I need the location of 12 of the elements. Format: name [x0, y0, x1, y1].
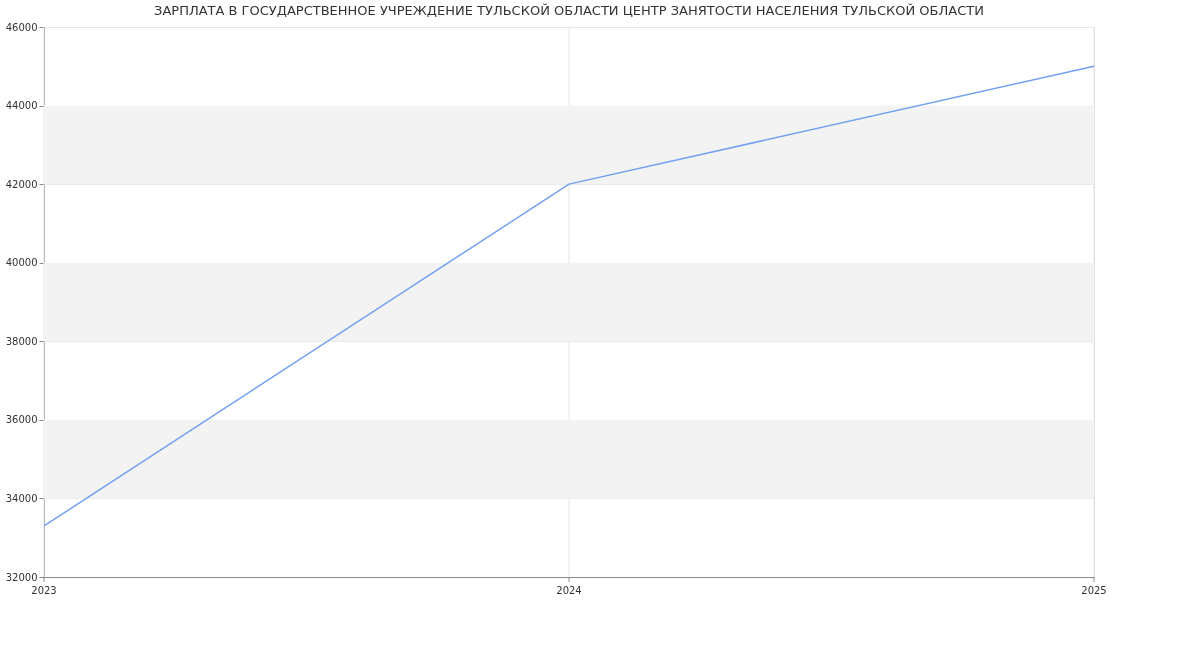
chart-title: ЗАРПЛАТА В ГОСУДАРСТВЕННОЕ УЧРЕЖДЕНИЕ ТУЛЬСКОЙ ОБЛАСТИ ЦЕНТР ЗАНЯТОСТИ НАСЕЛЕНИЯ ТУЛЬСКОЙ ОБЛАСТИ [154, 3, 984, 18]
y-tick-label: 38000 [5, 335, 38, 347]
y-tick-label: 36000 [5, 414, 38, 426]
y-tick-label: 32000 [5, 571, 38, 583]
y-tick-label: 42000 [5, 178, 38, 190]
y-tick-label: 40000 [5, 257, 38, 269]
x-tick-label: 2025 [1081, 585, 1107, 596]
x-tick-label: 2024 [556, 585, 582, 596]
y-tick-label: 46000 [5, 21, 38, 33]
y-tick-label: 44000 [5, 100, 38, 112]
x-tick-label: 2023 [31, 585, 57, 596]
y-tick-label: 34000 [5, 492, 38, 504]
